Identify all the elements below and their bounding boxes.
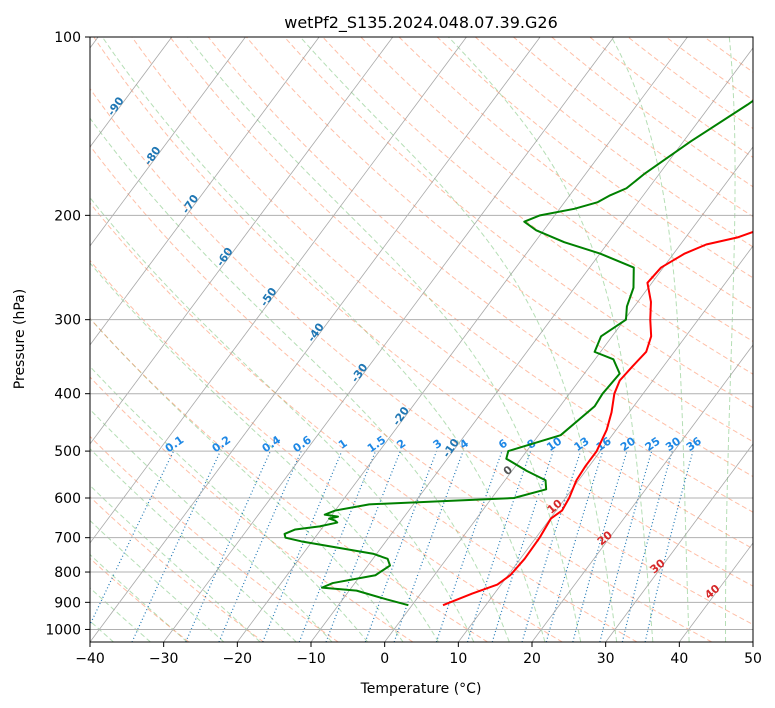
x-tick-label: −20 <box>223 651 253 667</box>
moist-adiabat-line <box>90 484 261 642</box>
dry-adiabat-line <box>398 37 753 310</box>
dry-adiabat-line <box>93 37 753 587</box>
x-tick-label: −40 <box>75 651 105 667</box>
isotherm-line <box>163 37 615 642</box>
y-tick-label: 400 <box>54 387 81 403</box>
dry-adiabat-line <box>246 37 753 443</box>
mixing-ratio-line <box>185 450 271 642</box>
y-tick-label: 600 <box>54 491 81 507</box>
dry-adiabat-line <box>322 37 753 375</box>
dry-adiabat-line <box>90 202 638 642</box>
mixing-ratio-line <box>644 450 694 642</box>
dry-adiabats <box>90 37 753 642</box>
x-tick-label: −10 <box>296 651 326 667</box>
x-tick-label: 0 <box>380 651 389 667</box>
x-tick-label: 40 <box>670 651 688 667</box>
dry-adiabat-line <box>131 37 753 550</box>
isotherm-line <box>90 37 246 247</box>
isotherm-line <box>384 146 753 642</box>
moist-adiabat-line <box>90 196 475 642</box>
mixing-ratio-line <box>298 450 377 642</box>
y-tick-label: 300 <box>54 313 81 329</box>
dry-adiabat-line <box>90 259 563 642</box>
isotherm-line <box>90 37 320 346</box>
moist-adiabat-line <box>187 37 582 642</box>
x-axis-ticks: −40 −30 −20 −10 0 10 20 30 40 50 <box>75 642 762 667</box>
y-axis-ticks: 1000 900 800 700 600 500 400 300 200 100 <box>45 30 90 638</box>
chart-title: wetPf2_S135.2024.048.07.39.G26 <box>284 13 558 33</box>
moist-adiabat-line <box>611 37 690 642</box>
mixing-ratio-line <box>131 450 221 642</box>
plot-frame <box>89 36 754 643</box>
x-tick-label: −30 <box>149 651 179 667</box>
mixing-ratio-line <box>90 450 175 627</box>
isotherm-line <box>458 245 753 642</box>
isotherm-line <box>90 37 173 148</box>
isotherm-line <box>531 344 753 642</box>
isotherm-line <box>90 37 541 642</box>
isotherms <box>90 37 753 642</box>
moist-adiabat-line <box>101 37 546 642</box>
dry-adiabat-line <box>207 37 753 478</box>
moist-adiabat-line <box>725 37 736 642</box>
moist-adiabat-line <box>90 117 510 642</box>
dry-adiabat-line <box>475 37 753 248</box>
mixing-ratio-line <box>491 450 554 642</box>
sounding-series <box>283 99 753 607</box>
temperature-line <box>442 230 753 607</box>
dry-adiabat-line <box>513 37 753 218</box>
x-axis-label: Temperature (°C) <box>360 681 482 697</box>
x-tick-label: 10 <box>449 651 467 667</box>
dry-adiabat-line <box>284 37 753 409</box>
y-tick-label: 1000 <box>45 622 81 638</box>
y-axis-label: Pressure (hPa) <box>12 289 28 389</box>
y-tick-label: 800 <box>54 565 81 581</box>
dry-adiabat-line <box>169 37 753 513</box>
isotherm-line <box>90 37 467 544</box>
moist-adiabat-line <box>448 37 654 642</box>
x-tick-label: 30 <box>597 651 615 667</box>
moist-adiabats <box>90 37 736 642</box>
mixing-ratio-line <box>393 450 464 642</box>
moist-adiabat-line <box>90 262 439 642</box>
moist-adiabat-line <box>299 37 618 642</box>
mixing-ratio-line <box>364 450 438 642</box>
mixing-ratio-line <box>325 450 401 642</box>
moist-adiabat-line <box>90 408 333 642</box>
dry-adiabat-line <box>90 496 264 642</box>
isobars <box>90 37 753 630</box>
mixing-ratio-line <box>466 450 532 642</box>
plot-area: 0.1 0.2 0.4 0.6 1 1.5 2 3 4 6 8 10 13 16 20 25 30 3601020… <box>90 37 753 642</box>
x-tick-label: 50 <box>744 651 762 667</box>
y-tick-label: 200 <box>54 208 81 224</box>
dry-adiabat-line <box>589 37 753 158</box>
isotherm-line <box>310 47 753 642</box>
dry-adiabat-line <box>360 37 753 342</box>
y-tick-label: 100 <box>54 30 81 46</box>
dry-adiabat-line <box>90 317 488 642</box>
moist-adiabat-line <box>90 317 404 642</box>
isotherm-line <box>237 37 688 642</box>
isotherm-line <box>605 443 753 642</box>
y-tick-label: 700 <box>54 531 81 547</box>
moist-adiabat-line <box>90 448 297 642</box>
mixing-ratio-lines <box>90 450 694 642</box>
isotherm-line <box>90 37 394 445</box>
moist-adiabat-line <box>90 365 368 642</box>
dewpoint-line <box>283 99 753 607</box>
y-tick-label: 500 <box>54 444 81 460</box>
x-tick-label: 20 <box>523 651 541 667</box>
y-tick-label: 900 <box>54 595 81 611</box>
